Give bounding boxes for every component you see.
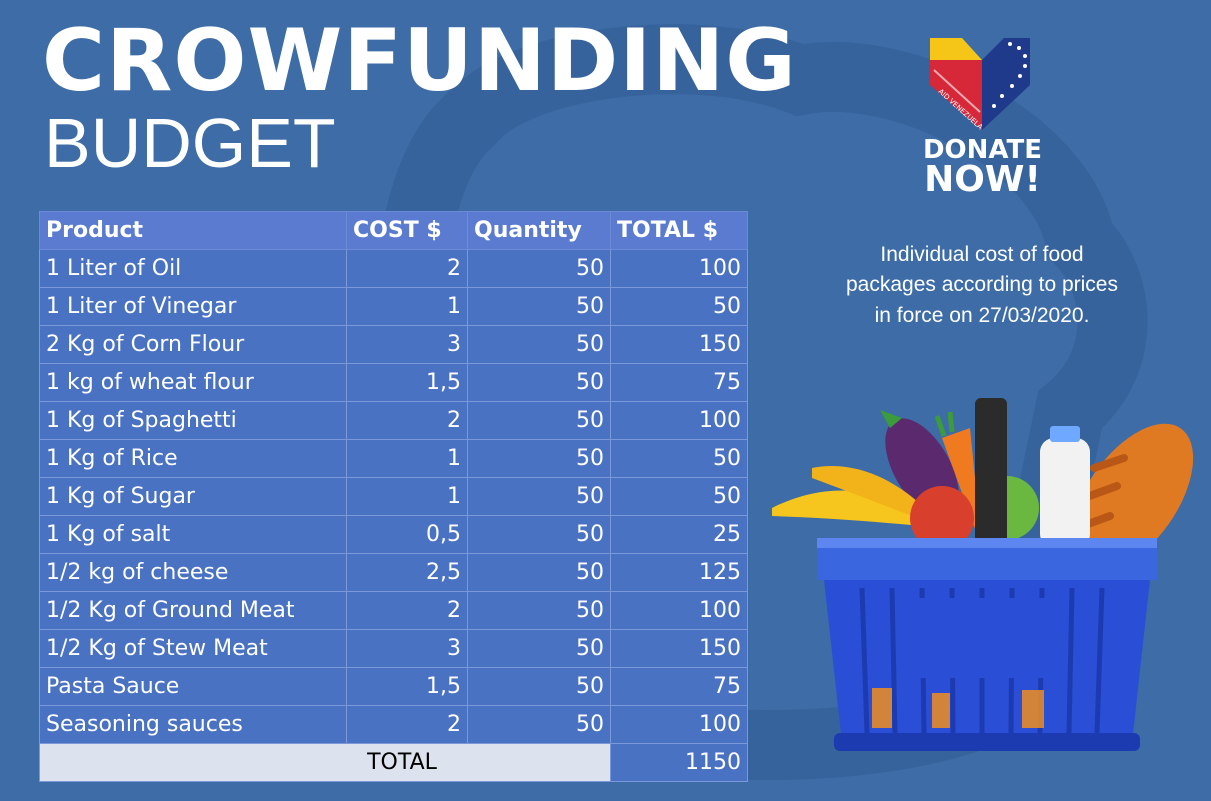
table-row: 1 kg of wheat flour 1,5 50 75 (39, 363, 748, 402)
heart-flag-icon: AID VENEZUELA (922, 30, 1037, 131)
cost-note: Individual cost of food packages accordi… (812, 240, 1152, 331)
quantity-cell: 50 (467, 401, 611, 440)
grocery-basket-icon (772, 398, 1202, 758)
product-cell: 1/2 Kg of Stew Meat (39, 629, 347, 668)
column-header-quantity: Quantity (467, 211, 611, 250)
cost-cell: 1,5 (346, 363, 468, 402)
table-row: 2 Kg of Corn Flour 3 50 150 (39, 325, 748, 364)
cost-cell: 1,5 (346, 667, 468, 706)
table-row: 1 Liter of Vinegar 1 50 50 (39, 287, 748, 326)
total-cell: 50 (610, 439, 748, 478)
quantity-cell: 50 (467, 553, 611, 592)
note-line1: Individual cost of food (880, 243, 1084, 266)
table-row: 1 Liter of Oil 2 50 100 (39, 249, 748, 288)
total-cell: 75 (610, 363, 748, 402)
total-cell: 50 (610, 477, 748, 516)
table-row: 1/2 Kg of Stew Meat 3 50 150 (39, 629, 748, 668)
cost-cell: 2 (346, 249, 468, 288)
quantity-cell: 50 (467, 591, 611, 630)
table-row: 1 Kg of Rice 1 50 50 (39, 439, 748, 478)
product-cell: 1 kg of wheat flour (39, 363, 347, 402)
total-cell: 50 (610, 287, 748, 326)
page-subtitle: BUDGET (44, 104, 336, 182)
quantity-cell: 50 (467, 325, 611, 364)
product-cell: Seasoning sauces (39, 705, 347, 744)
budget-table: Product COST $ Quantity TOTAL $ 1 Liter … (39, 211, 748, 782)
product-cell: 1/2 Kg of Ground Meat (39, 591, 347, 630)
total-cell: 125 (610, 553, 748, 592)
quantity-cell: 50 (467, 477, 611, 516)
quantity-cell: 50 (467, 515, 611, 554)
quantity-cell: 50 (467, 363, 611, 402)
table-row: 1/2 Kg of Ground Meat 2 50 100 (39, 591, 748, 630)
product-cell: 1 Liter of Oil (39, 249, 347, 288)
cost-cell: 3 (346, 629, 468, 668)
table-row: 1/2 kg of cheese 2,5 50 125 (39, 553, 748, 592)
total-value: 1150 (610, 743, 748, 782)
total-label: TOTAL (39, 743, 611, 782)
total-cell: 100 (610, 401, 748, 440)
table-row: 1 Kg of salt 0,5 50 25 (39, 515, 748, 554)
total-cell: 100 (610, 249, 748, 288)
table-row: Seasoning sauces 2 50 100 (39, 705, 748, 744)
product-cell: 2 Kg of Corn Flour (39, 325, 347, 364)
table-total-row: TOTAL 1150 (39, 743, 748, 782)
total-cell: 75 (610, 667, 748, 706)
cost-cell: 2 (346, 705, 468, 744)
cost-cell: 2,5 (346, 553, 468, 592)
table-row: 1 Kg of Spaghetti 2 50 100 (39, 401, 748, 440)
product-cell: 1 Liter of Vinegar (39, 287, 347, 326)
note-line3: in force on 27/03/2020. (874, 303, 1090, 327)
cost-cell: 1 (346, 439, 468, 478)
quantity-cell: 50 (467, 629, 611, 668)
product-cell: Pasta Sauce (39, 667, 347, 706)
table-row: 1 Kg of Sugar 1 50 50 (39, 477, 748, 516)
total-cell: 25 (610, 515, 748, 554)
quantity-cell: 50 (467, 287, 611, 326)
note-line2: packages according to prices (846, 273, 1118, 297)
donate-now-cta: DONATE NOW! (915, 135, 1050, 200)
cost-cell: 2 (346, 591, 468, 630)
column-header-cost: COST $ (346, 211, 468, 250)
cost-cell: 0,5 (346, 515, 468, 554)
cost-cell: 3 (346, 325, 468, 364)
product-cell: 1 Kg of Spaghetti (39, 401, 347, 440)
quantity-cell: 50 (467, 249, 611, 288)
product-cell: 1 Kg of Sugar (39, 477, 347, 516)
product-cell: 1/2 kg of cheese (39, 553, 347, 592)
table-header-row: Product COST $ Quantity TOTAL $ (39, 211, 748, 250)
product-cell: 1 Kg of salt (39, 515, 347, 554)
cost-cell: 1 (346, 477, 468, 516)
column-header-product: Product (39, 211, 347, 250)
quantity-cell: 50 (467, 705, 611, 744)
total-cell: 150 (610, 325, 748, 364)
cost-cell: 2 (346, 401, 468, 440)
product-cell: 1 Kg of Rice (39, 439, 347, 478)
total-cell: 100 (610, 705, 748, 744)
total-cell: 150 (610, 629, 748, 668)
total-cell: 100 (610, 591, 748, 630)
page-title: CROWFUNDING (42, 11, 797, 111)
column-header-total: TOTAL $ (610, 211, 748, 250)
cost-cell: 1 (346, 287, 468, 326)
table-row: Pasta Sauce 1,5 50 75 (39, 667, 748, 706)
donate-line1: DONATE (922, 135, 1043, 165)
donate-line2: NOW! (924, 158, 1041, 200)
quantity-cell: 50 (467, 667, 611, 706)
quantity-cell: 50 (467, 439, 611, 478)
